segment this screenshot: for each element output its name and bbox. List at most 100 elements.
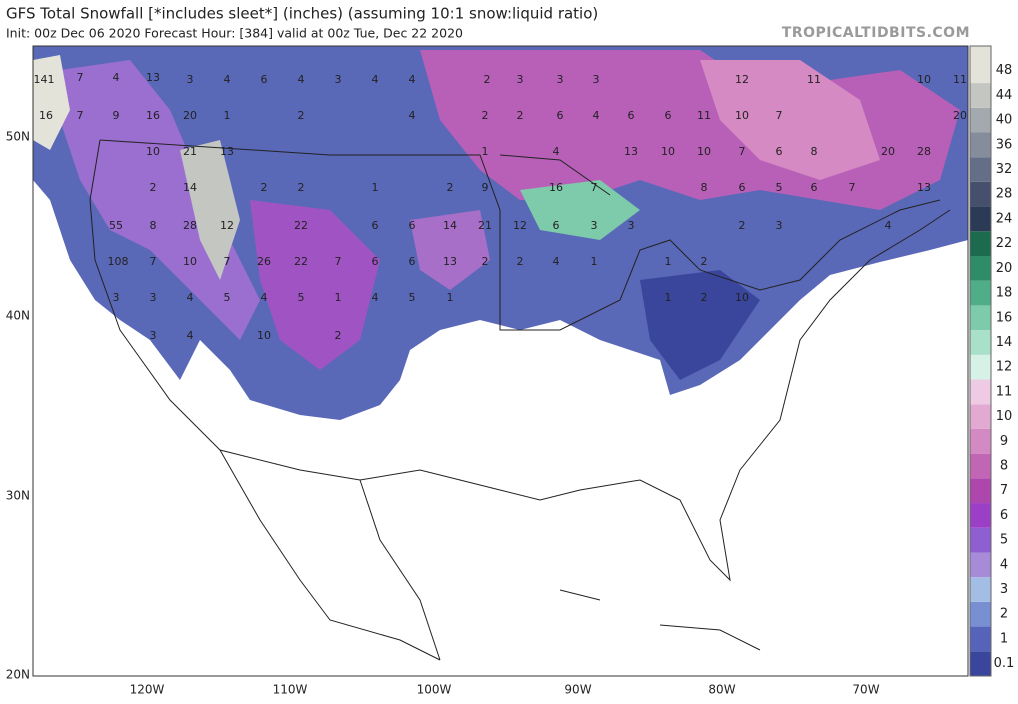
snow-amount-label: 6: [553, 219, 560, 232]
snow-amount-label: 3: [517, 73, 524, 86]
snow-area: [640, 270, 760, 380]
colorbar-label: 9: [1000, 434, 1008, 449]
colorbar-swatch: [970, 330, 991, 355]
snow-amount-label: 3: [187, 73, 194, 86]
snow-amount-label: 5: [776, 181, 783, 194]
snow-amount-label: 2: [150, 181, 157, 194]
latitude-label: 30N: [6, 489, 30, 503]
snow-amount-label: 3: [557, 73, 564, 86]
snow-amount-label: 20: [881, 145, 895, 158]
colorbar-label: 12: [996, 360, 1013, 375]
snow-amount-label: 2: [447, 181, 454, 194]
colorbar-swatch: [970, 231, 991, 256]
snow-amount-label: 7: [335, 255, 342, 268]
colorbar-swatch: [970, 46, 991, 84]
snow-amount-label: 6: [261, 73, 268, 86]
snow-amount-label: 2: [701, 291, 708, 304]
state-border: [99, 139, 941, 331]
snow-amount-label: 14: [443, 219, 457, 232]
snow-amount-label: 6: [372, 255, 379, 268]
snow-amount-label: 4: [885, 219, 892, 232]
snow-amount-label: 6: [739, 181, 746, 194]
colorbar-swatch: [970, 651, 991, 676]
snow-amount-label: 20: [183, 109, 197, 122]
snow-amount-label: 7: [739, 145, 746, 158]
snow-amount-label: 2: [298, 181, 305, 194]
colorbar-label: 22: [996, 236, 1013, 251]
snow-amount-label: 13: [146, 71, 160, 84]
colorbar-label: 7: [1000, 483, 1008, 498]
snow-amount-label: 7: [224, 255, 231, 268]
longitude-label: 100W: [417, 683, 452, 697]
snow-amount-label: 3: [776, 219, 783, 232]
snow-area: [60, 60, 260, 340]
colorbar-swatch: [970, 132, 991, 158]
longitude-label: 110W: [273, 683, 308, 697]
colorbar-swatch: [970, 107, 991, 133]
snow-amount-label: 2: [701, 255, 708, 268]
snow-amount-label: 6: [409, 255, 416, 268]
snow-amount-label: 1: [224, 109, 231, 122]
colorbar-swatch: [970, 280, 991, 306]
snow-amount-label: 10: [257, 329, 271, 342]
snow-amount-label: 108: [108, 255, 129, 268]
colorbar-label: 48: [996, 63, 1013, 78]
colorbar-label: 28: [996, 187, 1013, 202]
snow-amount-label: 2: [335, 329, 342, 342]
snow-amount-label: 1: [482, 145, 489, 158]
longitude-label: 90W: [564, 683, 591, 697]
snow-amount-label: 7: [77, 109, 84, 122]
colorbar-label: 24: [996, 211, 1013, 226]
snow-amount-label: 13: [443, 255, 457, 268]
snow-amount-label: 2: [482, 109, 489, 122]
map-subtitle: Init: 00z Dec 06 2020 Forecast Hour: [38…: [6, 26, 463, 41]
colorbar-label: 44: [996, 88, 1013, 103]
colorbar-swatch: [970, 404, 991, 429]
snow-amount-label: 4: [553, 255, 560, 268]
colorbar-swatch: [970, 577, 991, 602]
coastline: [559, 589, 761, 651]
snow-amount-label: 7: [776, 109, 783, 122]
colorbar: 0.11234567891011121416182022242832364044…: [969, 45, 1014, 677]
map-frame: [32, 45, 969, 677]
snow-amount-label: 5: [409, 291, 416, 304]
snow-amount-label: 12: [735, 73, 749, 86]
snow-amount-label: 3: [593, 73, 600, 86]
snow-amount-label: 6: [811, 181, 818, 194]
snow-amount-label: 1: [372, 181, 379, 194]
snow-amount-label: 1: [665, 255, 672, 268]
snow-amount-label: 4: [372, 291, 379, 304]
snow-amount-label: 16: [549, 181, 563, 194]
colorbar-swatch: [970, 453, 991, 479]
snow-amount-label: 2: [484, 73, 491, 86]
snow-amount-label: 7: [150, 255, 157, 268]
snow-amount-label: 4: [372, 73, 379, 86]
colorbar-swatch: [970, 626, 991, 652]
colorbar-label: 14: [996, 335, 1013, 350]
longitude-label: 120W: [130, 683, 165, 697]
snow-amount-label: 4: [593, 109, 600, 122]
longitude-label: 80W: [708, 683, 735, 697]
snow-amount-label: 10: [735, 109, 749, 122]
snow-area: [33, 55, 70, 150]
snow-amount-label: 7: [849, 181, 856, 194]
snow-amount-label: 28: [183, 219, 197, 232]
snow-amount-label: 11: [953, 73, 967, 86]
snow-amount-label: 4: [409, 109, 416, 122]
snow-amount-label: 9: [482, 181, 489, 194]
snow-amount-label: 10: [146, 145, 160, 158]
snow-amount-label: 6: [409, 219, 416, 232]
snow-amount-label: 1: [335, 291, 342, 304]
snow-amount-label: 11: [807, 73, 821, 86]
snow-amount-label: 8: [811, 145, 818, 158]
snow-area: [180, 140, 240, 280]
snow-amount-label: 11: [697, 109, 711, 122]
coastline: [219, 449, 441, 661]
colorbar-label: 32: [996, 162, 1013, 177]
brand: TROPICALTIDBITS.COM: [782, 25, 970, 41]
colorbar-swatch: [970, 354, 991, 380]
colorbar-swatch: [970, 428, 991, 454]
snow-amount-label: 28: [917, 145, 931, 158]
snow-amount-label: 10: [183, 255, 197, 268]
